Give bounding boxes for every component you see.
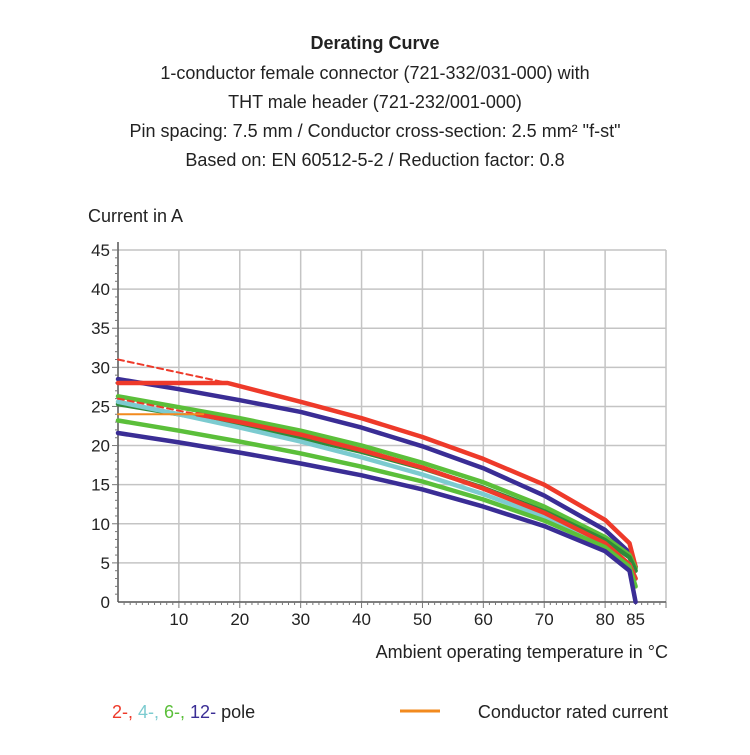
series-line-2-pole-lower <box>194 412 638 581</box>
x-tick-label: 85 <box>626 610 645 629</box>
y-tick-label: 40 <box>91 280 110 299</box>
y-axis-label: Current in A <box>88 206 183 226</box>
x-axis-label: Ambient operating temperature in °C <box>376 642 668 662</box>
subtitle-line-4: Based on: EN 60512-5-2 / Reduction facto… <box>185 150 564 170</box>
legend-pole-entry: 2-, 4-, 6-, 12- pole <box>112 702 255 722</box>
series-group <box>115 358 638 605</box>
series-line-6-pole-c <box>115 418 638 589</box>
chart-title: Derating Curve <box>310 33 439 53</box>
legend-pole-label: 4-, <box>133 702 159 722</box>
x-tick-label: 80 <box>596 610 615 629</box>
series-line-12-pole-lower <box>115 430 638 605</box>
series-line-2-pole-upper <box>115 380 638 570</box>
x-tick-label: 50 <box>413 610 432 629</box>
legend-pole-label: 2-, <box>112 702 133 722</box>
y-tick-label: 35 <box>91 319 110 338</box>
x-tick-label: 30 <box>291 610 310 629</box>
x-tick-label: 70 <box>535 610 554 629</box>
y-tick-label: 0 <box>101 593 110 612</box>
series-line-6-pole-a <box>115 394 638 571</box>
subtitle-line-3: Pin spacing: 7.5 mm / Conductor cross-se… <box>130 121 621 141</box>
series-line-12-pole-upper <box>115 376 638 570</box>
x-tick-label: 60 <box>474 610 493 629</box>
y-tick-label: 45 <box>91 241 110 260</box>
legend-pole-label: pole <box>216 702 255 722</box>
grid <box>118 249 667 602</box>
x-tick-label: 10 <box>169 610 188 629</box>
y-tick-label: 25 <box>91 397 110 416</box>
tick-labels: 10 20 30 40 50 60 70 80 85 0 5 10 15 20 25 30 35 40 45 <box>91 241 645 629</box>
series-line-6-pole-b <box>115 401 638 573</box>
subtitle-line-1: 1-conductor female connector (721-332/03… <box>160 63 589 83</box>
x-tick-label: 20 <box>230 610 249 629</box>
legend-pole-label: 12- <box>185 702 216 722</box>
legend-pole-label: 6-, <box>159 702 185 722</box>
y-tick-label: 15 <box>91 476 110 495</box>
y-tick-label: 20 <box>91 437 110 456</box>
y-tick-label: 5 <box>101 554 110 573</box>
series-line-2-pole-upper-dashed <box>117 358 229 384</box>
y-tick-label: 30 <box>91 358 110 377</box>
subtitle-line-2: THT male header (721-232/001-000) <box>228 92 522 112</box>
x-tick-label: 40 <box>352 610 371 629</box>
series-line-2-pole-lower-dashed <box>117 397 199 416</box>
legend-rated-label: Conductor rated current <box>478 702 668 722</box>
y-tick-label: 10 <box>91 515 110 534</box>
